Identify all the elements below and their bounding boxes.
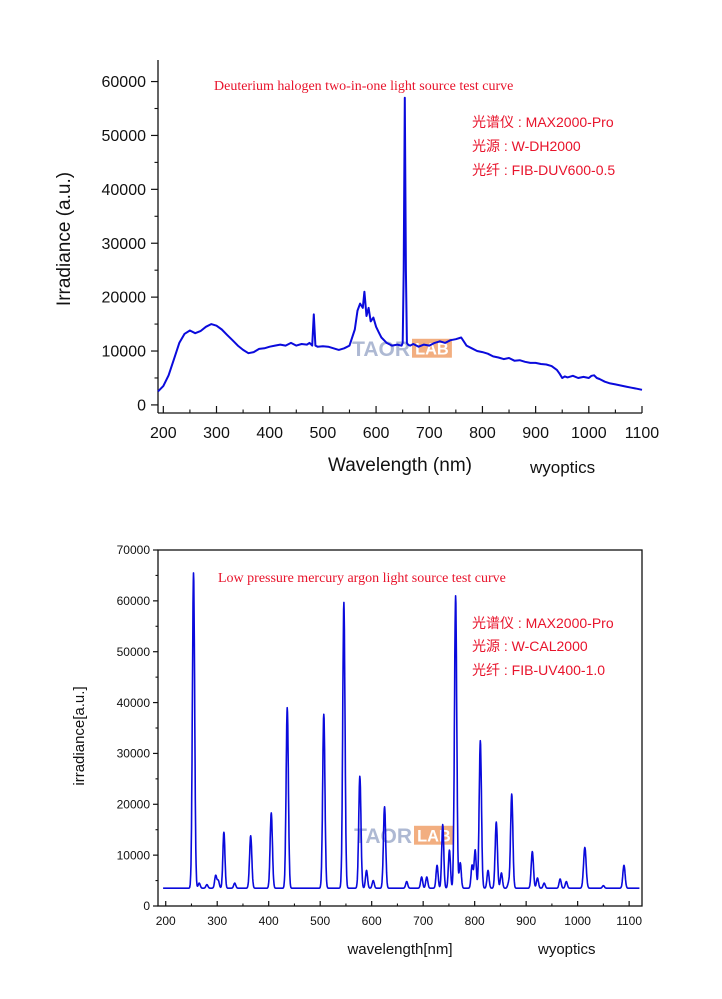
x-tick-label: 300 (203, 425, 230, 442)
y-tick-label: 20000 (117, 797, 151, 811)
y-tick-label: 30000 (117, 747, 151, 761)
x-tick-label: 500 (310, 425, 337, 442)
x-tick-label: 400 (259, 914, 279, 928)
y-tick-label: 40000 (102, 182, 147, 199)
x-tick-label: 400 (256, 425, 283, 442)
x-tick-label: 200 (150, 425, 177, 442)
x-tick-label: 900 (522, 425, 549, 442)
chart2-legend-fiber: 光纤 : FIB-UV400-1.0 (472, 662, 605, 678)
y-tick-label: 30000 (102, 236, 147, 253)
chart2-series-line (162, 572, 640, 889)
y-tick-label: 60000 (117, 594, 151, 608)
chart2-credit: wyoptics (537, 941, 596, 958)
watermark-text: TAOR (352, 338, 410, 361)
chart2-title: Low pressure mercury argon light source … (218, 571, 506, 586)
chart2-ylabel: irradiance[a.u.] (71, 686, 88, 785)
y-tick-label: 0 (143, 899, 150, 913)
x-tick-label: 200 (156, 914, 176, 928)
watermark-badge (412, 338, 452, 358)
x-tick-label: 1100 (616, 914, 642, 928)
chart1-legend-source: 光源 : W-DH2000 (472, 138, 581, 154)
x-tick-label: 600 (362, 914, 382, 928)
x-tick-label: 1100 (625, 425, 660, 442)
x-tick-label: 1000 (564, 914, 591, 928)
chart1-legend-fiber: 光纤 : FIB-DUV600-0.5 (472, 162, 615, 178)
y-tick-label: 10000 (117, 848, 151, 862)
chart2-legend-source: 光源 : W-CAL2000 (472, 638, 588, 654)
chart1-xlabel: Wavelength (nm) (328, 455, 472, 476)
chart2-xlabel: wavelength[nm] (346, 941, 452, 958)
x-tick-label: 500 (310, 914, 330, 928)
x-tick-label: 300 (207, 914, 227, 928)
x-tick-label: 900 (516, 914, 536, 928)
y-tick-label: 40000 (117, 696, 151, 710)
chart1-credit: wyoptics (529, 458, 595, 477)
y-tick-label: 0 (137, 398, 146, 415)
chart1-title: Deuterium halogen two-in-one light sourc… (214, 79, 513, 94)
chart2-watermark: TAOR LAB (354, 825, 454, 848)
y-tick-label: 50000 (117, 645, 151, 659)
chart1-series-line (157, 96, 643, 393)
x-tick-label: 800 (465, 914, 485, 928)
y-tick-label: 10000 (102, 344, 147, 361)
x-tick-label: 1000 (571, 425, 607, 442)
x-tick-label: 600 (363, 425, 390, 442)
x-tick-label: 700 (413, 914, 433, 928)
mercury-argon-chart: 200 300 400 500 600 700 800 900 1000 1100 0 10000 20… (71, 543, 643, 958)
chart1-ylabel: Irradiance (a.u.) (54, 172, 75, 306)
y-tick-label: 20000 (102, 290, 147, 307)
y-tick-label: 70000 (117, 543, 151, 557)
y-tick-label: 50000 (102, 128, 147, 145)
chart2-axes: 200 300 400 500 600 700 800 900 1000 1100 0 10000 20… (117, 543, 643, 928)
chart1-axes: 200 300 400 500 600 700 800 900 1000 1100 0 10000 20… (102, 60, 660, 442)
x-tick-label: 700 (416, 425, 443, 442)
deuterium-halogen-chart: 200 300 400 500 600 700 800 900 1000 1100 0 10000 20… (54, 60, 660, 477)
chart2-legend-spectrometer: 光谱仪 : MAX2000-Pro (472, 615, 614, 631)
watermark-badge-text: LAB (417, 827, 451, 845)
chart1-legend-spectrometer: 光谱仪 : MAX2000-Pro (472, 114, 614, 130)
y-tick-label: 60000 (102, 74, 147, 91)
x-tick-label: 800 (469, 425, 496, 442)
plot-frame (157, 549, 643, 907)
